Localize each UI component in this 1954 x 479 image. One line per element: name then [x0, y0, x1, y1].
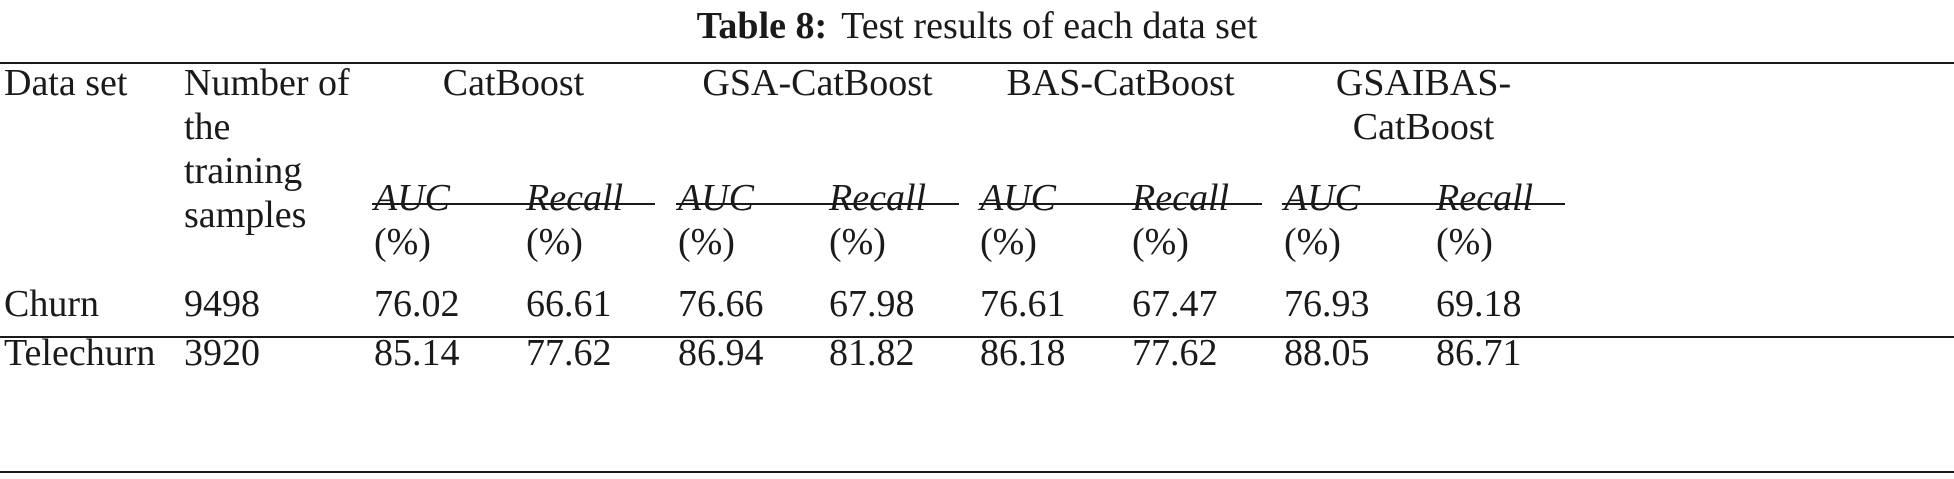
header-metric-recall: Recall (%): [526, 176, 623, 264]
header-metric-auc: AUC (%): [980, 176, 1056, 264]
metric-unit: (%): [526, 221, 583, 263]
header-samples: Number of the training samples: [184, 61, 350, 237]
metric-unit: (%): [678, 221, 735, 263]
header-group-line: CatBoost: [1352, 106, 1495, 148]
row-telechurn-bas-recall: 77.62: [1132, 332, 1218, 374]
header-group-line: GSAIBAS-: [1335, 62, 1512, 104]
metric-name: Recall: [526, 177, 624, 219]
metric-name: AUC: [374, 177, 450, 219]
table-caption: Table 8: Test results of each data set: [0, 0, 1954, 52]
header-group-bas-catboost: BAS-CatBoost: [979, 61, 1262, 105]
metric-name: Recall: [829, 177, 927, 219]
header-metric-auc: AUC (%): [1284, 176, 1360, 264]
row-churn-catboost-recall: 66.61: [526, 283, 612, 325]
metric-unit: (%): [1284, 221, 1341, 263]
table-header-rule: [0, 336, 1954, 338]
row-churn-gsaibas-auc: 76.93: [1284, 283, 1370, 325]
header-metric-auc: AUC (%): [374, 176, 450, 264]
bas-catboost-group-rule: [979, 203, 1262, 205]
table-caption-label: Table 8:: [696, 5, 828, 47]
header-group-line: GSA-CatBoost: [702, 62, 933, 104]
table-bottom-rule: [0, 471, 1954, 473]
metric-name: AUC: [678, 177, 754, 219]
header-metric-recall: Recall (%): [829, 176, 926, 264]
header-samples-line: Number of: [184, 62, 350, 104]
header-metric-auc: AUC (%): [678, 176, 754, 264]
gsa-catboost-group-rule: [676, 203, 959, 205]
row-churn-bas-auc: 76.61: [980, 283, 1066, 325]
header-samples-line: samples: [184, 194, 307, 236]
header-samples-line: training: [184, 150, 303, 192]
table-top-rule: [0, 62, 1954, 64]
table-caption-text: Test results of each data set: [841, 5, 1258, 47]
header-group-catboost: CatBoost: [372, 61, 655, 105]
row-telechurn-gsa-recall: 81.82: [829, 332, 915, 374]
header-group-line: BAS-CatBoost: [1006, 62, 1235, 104]
metric-unit: (%): [1436, 221, 1493, 263]
row-churn-gsa-auc: 76.66: [678, 283, 764, 325]
header-metric-recall: Recall (%): [1132, 176, 1229, 264]
header-metric-recall: Recall (%): [1436, 176, 1533, 264]
row-churn-catboost-auc: 76.02: [374, 283, 460, 325]
catboost-group-rule: [372, 203, 655, 205]
row-churn-samples: 9498: [184, 283, 260, 325]
row-churn-bas-recall: 67.47: [1132, 283, 1218, 325]
row-telechurn-dataset: Telechurn: [4, 332, 156, 374]
metric-name: AUC: [980, 177, 1056, 219]
row-telechurn-gsa-auc: 86.94: [678, 332, 764, 374]
metric-unit: (%): [829, 221, 886, 263]
row-telechurn-bas-auc: 86.18: [980, 332, 1066, 374]
metric-unit: (%): [980, 221, 1037, 263]
header-samples-line: the: [184, 106, 231, 148]
row-telechurn-samples: 3920: [184, 332, 260, 374]
row-churn-gsaibas-recall: 69.18: [1436, 283, 1522, 325]
header-group-gsaibas-catboost: GSAIBAS- CatBoost: [1282, 61, 1565, 149]
row-churn-gsa-recall: 67.98: [829, 283, 915, 325]
row-telechurn-catboost-auc: 85.14: [374, 332, 460, 374]
header-dataset: Data set: [4, 62, 128, 104]
metric-name: Recall: [1436, 177, 1534, 219]
row-telechurn-catboost-recall: 77.62: [526, 332, 612, 374]
metric-name: AUC: [1284, 177, 1360, 219]
header-group-gsa-catboost: GSA-CatBoost: [676, 61, 959, 105]
metric-name: Recall: [1132, 177, 1230, 219]
row-churn-dataset: Churn: [4, 283, 99, 325]
row-telechurn-gsaibas-recall: 86.71: [1436, 332, 1522, 374]
row-telechurn-gsaibas-auc: 88.05: [1284, 332, 1370, 374]
metric-unit: (%): [374, 221, 431, 263]
gsaibas-catboost-group-rule: [1282, 203, 1565, 205]
header-group-line: CatBoost: [442, 62, 585, 104]
metric-unit: (%): [1132, 221, 1189, 263]
